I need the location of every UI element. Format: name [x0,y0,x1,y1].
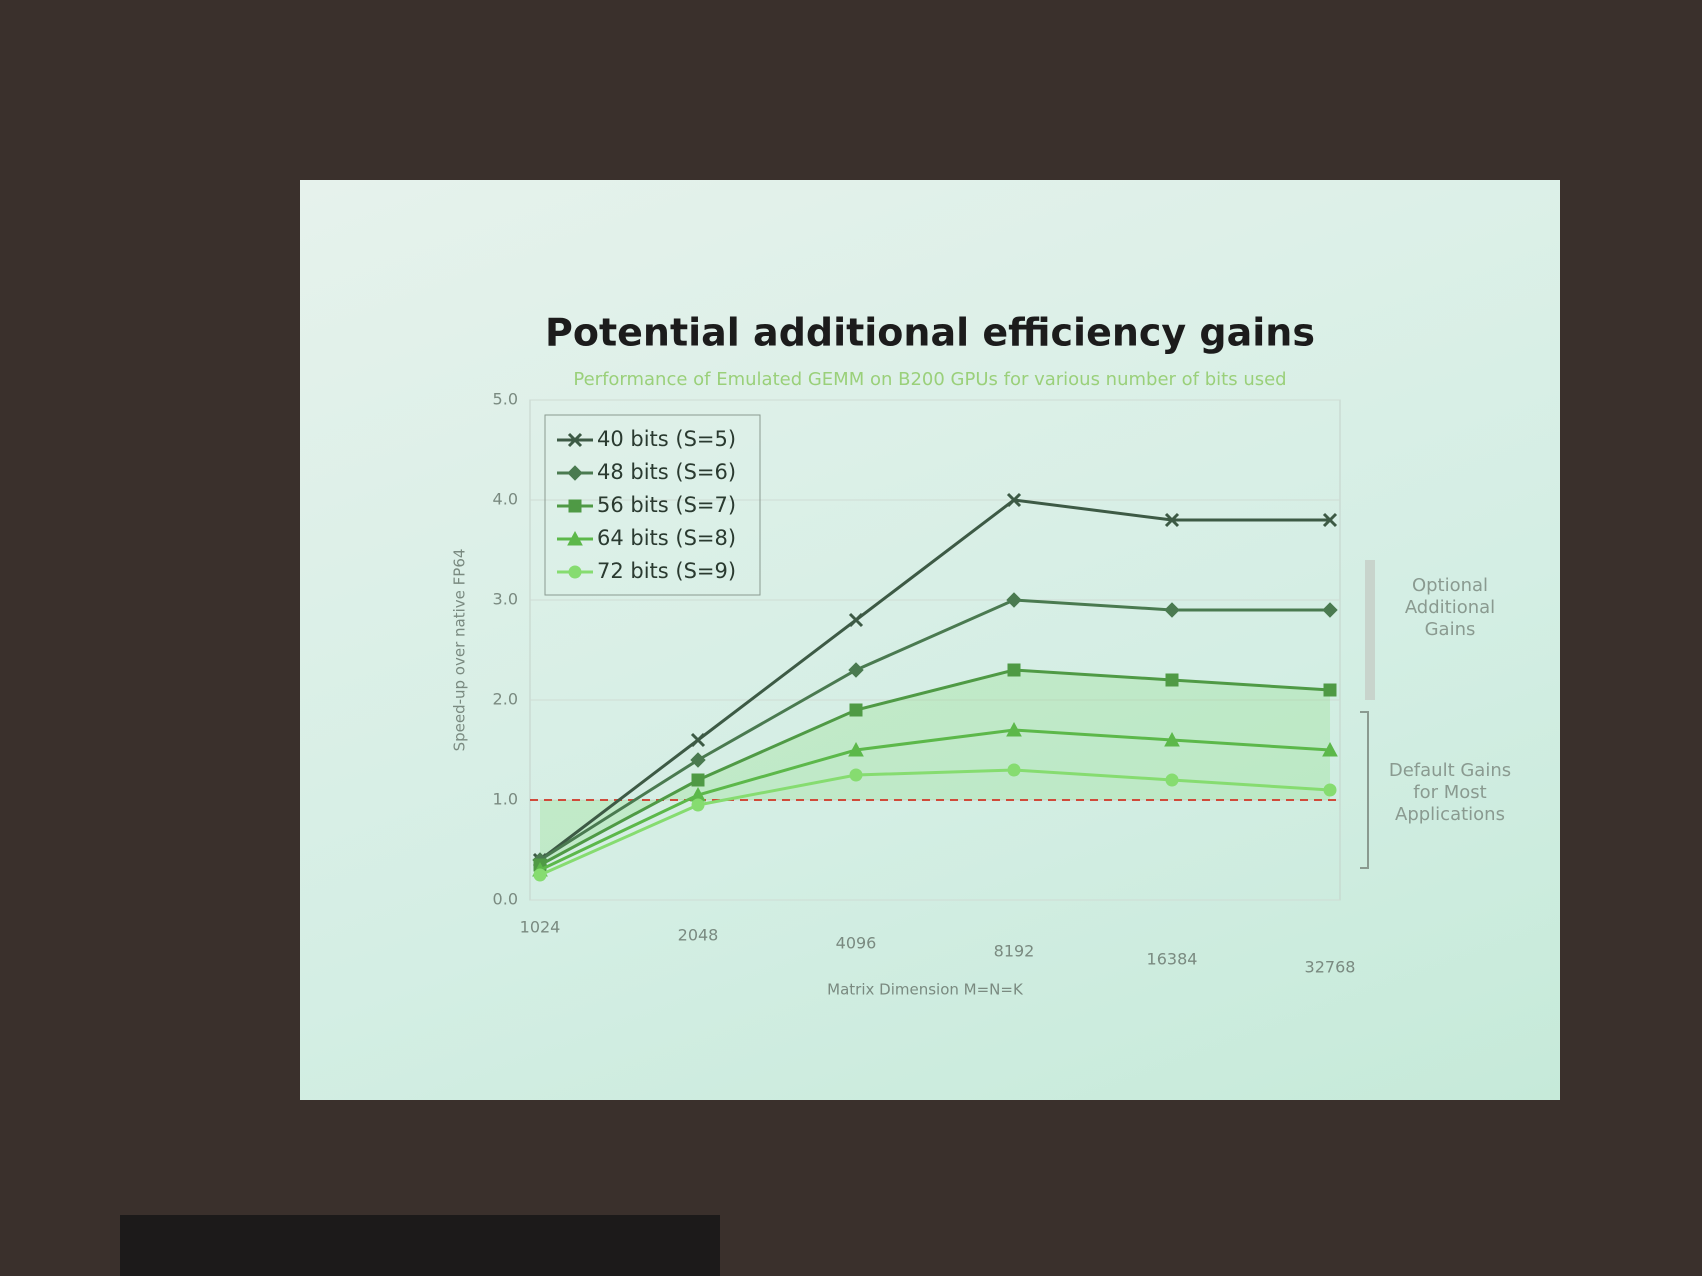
series-line [539,668,1331,867]
marker [1007,663,1021,677]
podium [120,1215,720,1276]
marker [1322,602,1338,618]
y-tick-label: 2.0 [493,690,518,709]
marker [1006,492,1022,508]
marker [691,773,705,787]
y-tick-label: 4.0 [493,490,518,509]
marker [567,530,583,546]
legend-box [544,414,761,596]
marker [1323,683,1337,697]
legend-label: 72 bits (S=9) [597,559,736,583]
x-tick-label: 16384 [1147,950,1198,969]
marker [1322,512,1338,528]
marker [1164,731,1180,747]
chart-subtitle: Performance of Emulated GEMM on B200 GPU… [573,369,1286,390]
legend-label: 40 bits (S=5) [597,427,736,451]
y-tick-label: 1.0 [493,790,518,809]
y-tick-label: 0.0 [493,890,518,909]
series-line [539,498,1330,862]
marker [1164,512,1180,528]
marker [849,703,863,717]
y-axis-label: Speed-up over native FP64 [451,549,469,752]
marker [1006,721,1022,737]
x-axis-label: Matrix Dimension M=N=K [827,981,1024,999]
marker [568,499,582,513]
marker [690,752,706,768]
marker [848,612,864,628]
marker [1006,592,1022,608]
marker [568,565,582,579]
y-tick-label: 5.0 [493,390,518,409]
x-tick-label: 2048 [678,926,719,945]
legend-label: 56 bits (S=7) [597,493,736,517]
series-line [539,768,1331,877]
x-tick-label: 4096 [836,934,877,953]
x-tick-label: 1024 [520,918,561,937]
default-bracket [1360,711,1369,869]
series-line [539,598,1330,862]
annotation: Default Gains for Most Applications [1388,760,1512,825]
legend-label: 64 bits (S=8) [597,526,736,550]
marker [1323,783,1337,797]
marker [1007,763,1021,777]
marker [848,662,864,678]
marker [690,732,706,748]
marker [1165,773,1179,787]
x-tick-label: 8192 [994,942,1035,961]
x-tick-label: 32768 [1305,958,1356,977]
gain-area [540,670,1330,865]
legend-label: 48 bits (S=6) [597,460,736,484]
slide [300,180,1560,1100]
y-tick-label: 3.0 [493,590,518,609]
marker [567,432,583,448]
marker [1164,602,1180,618]
chart-title: Potential additional efficiency gains [545,311,1315,355]
series-line [539,728,1331,872]
marker [567,465,583,481]
marker [533,868,547,882]
marker [1165,673,1179,687]
marker [1322,741,1338,757]
marker [691,798,705,812]
marker [849,768,863,782]
marker [848,741,864,757]
annotation: Optional Additional Gains [1404,575,1496,640]
